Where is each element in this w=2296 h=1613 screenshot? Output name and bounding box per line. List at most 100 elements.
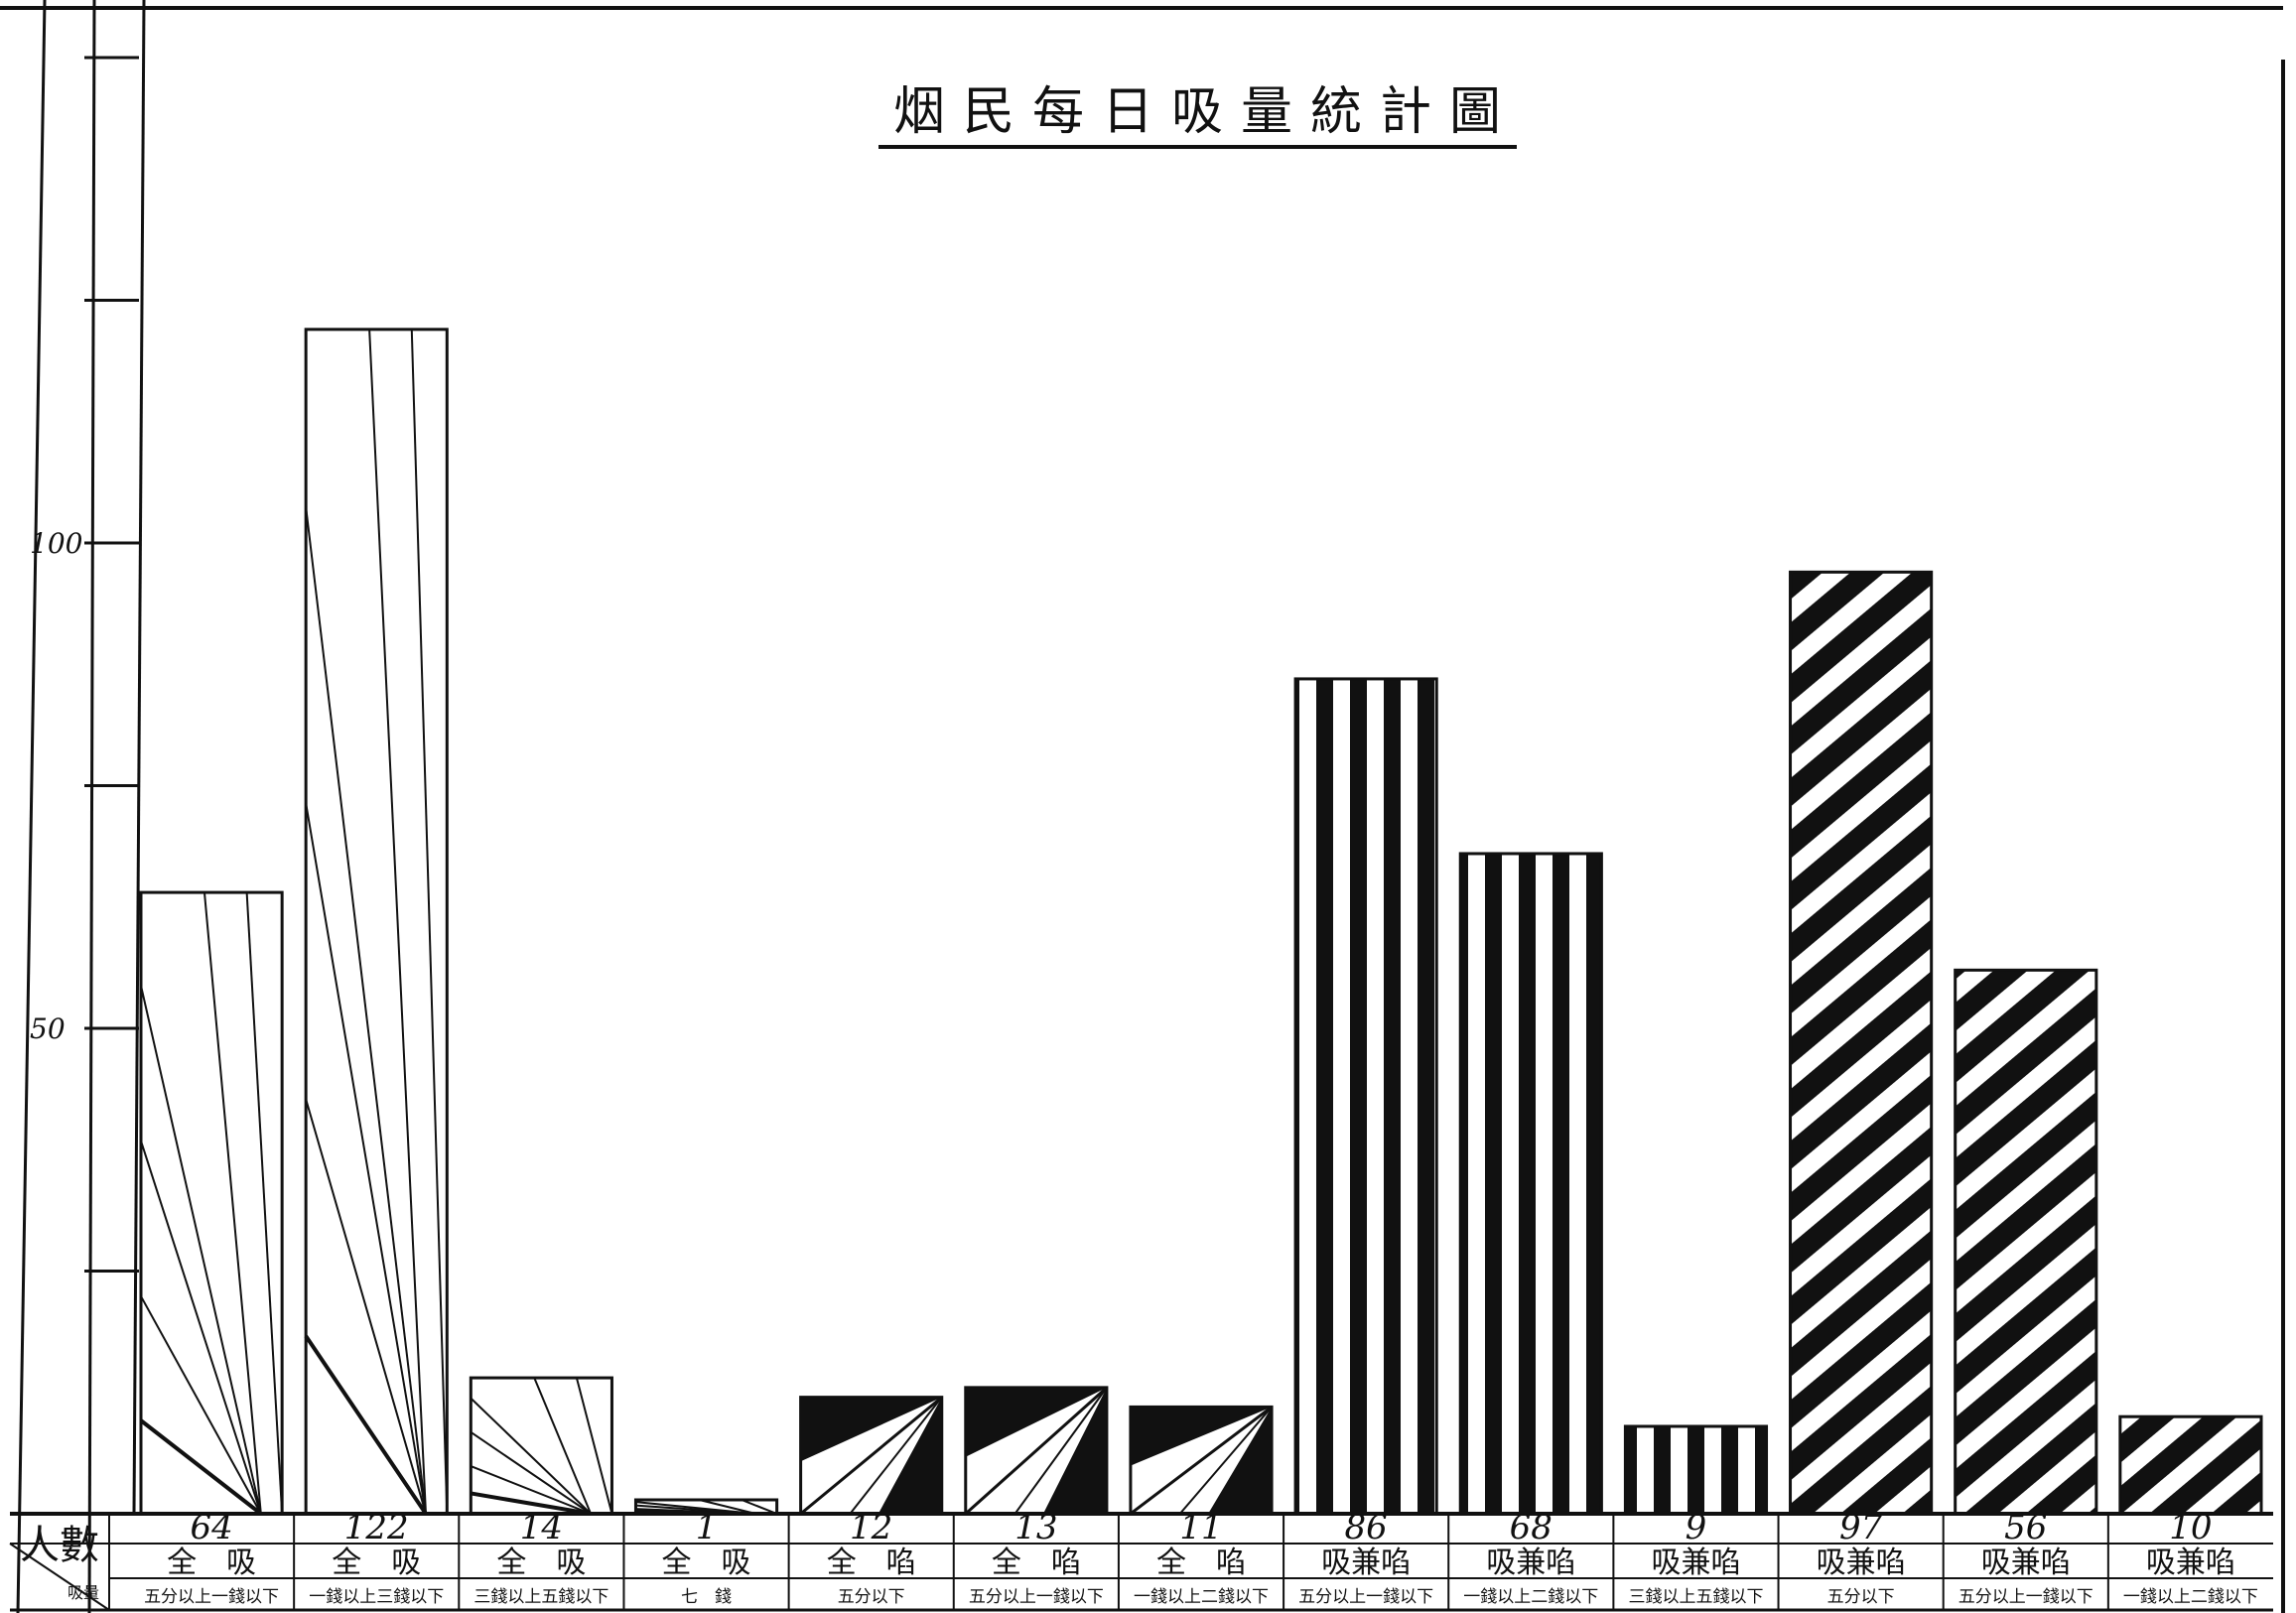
y-tick-label: 100 xyxy=(30,527,82,560)
bar-diagonal xyxy=(799,1396,943,1516)
bar xyxy=(1623,1424,1769,1516)
category-mode-label: 全 吸 xyxy=(332,1546,421,1580)
bar-diagonal xyxy=(964,1386,1108,1516)
bar-12 xyxy=(1954,968,2098,1516)
bar-ray xyxy=(470,1397,592,1515)
category-mode-label: 吸兼啗 xyxy=(2146,1546,2235,1580)
table-header-main: 人數 xyxy=(20,1523,99,1568)
bar-6 xyxy=(964,1386,1109,1516)
bar-8 xyxy=(1293,677,1438,1516)
category-amount-label: 五分以上一錢以下 xyxy=(1298,1587,1433,1607)
category-mode-label: 吸兼啗 xyxy=(1486,1546,1575,1580)
category-amount-label: 五分以下 xyxy=(838,1587,905,1607)
bar-wedge xyxy=(878,1397,942,1514)
bar-ray xyxy=(368,329,427,1515)
bar xyxy=(1458,852,1603,1516)
category-mode-label: 吸兼啗 xyxy=(1981,1546,2071,1580)
category-amount-label: 七 錢 xyxy=(681,1587,732,1607)
bar-ray xyxy=(470,1465,592,1515)
page-frame xyxy=(0,6,2285,1613)
bar-diagonal xyxy=(1130,1406,1273,1516)
bar-value-label: 56 xyxy=(2004,1508,2047,1547)
category-amount-label: 五分以上一錢以下 xyxy=(969,1587,1104,1607)
category-mode-label: 全 吸 xyxy=(496,1546,586,1580)
bar xyxy=(304,328,449,1516)
chart-title: 烟民每日吸量統計圖 xyxy=(893,82,1519,142)
bar-value-label: 13 xyxy=(1014,1508,1057,1547)
bar xyxy=(1954,968,2098,1516)
bar-ray xyxy=(305,802,427,1515)
bar-1 xyxy=(139,890,284,1516)
bar-value-label: 12 xyxy=(850,1508,892,1547)
y-axis-ticks: 50 100 xyxy=(30,56,139,1273)
category-mode-label: 全 吸 xyxy=(167,1546,256,1580)
category-mode-label: 全 啗 xyxy=(827,1546,916,1580)
bar-wedge xyxy=(1042,1387,1107,1514)
bar-ray xyxy=(140,1141,262,1515)
bar-value-label: 14 xyxy=(520,1508,563,1547)
bar-2 xyxy=(304,328,449,1516)
category-amount-label: 五分以上一錢以下 xyxy=(144,1587,279,1607)
category-mode-label: 全 啗 xyxy=(992,1546,1081,1580)
bar xyxy=(1293,677,1438,1516)
category-amount-label: 五分以上一錢以下 xyxy=(1958,1587,2093,1607)
bar-wedge xyxy=(800,1397,942,1462)
bar-value-label: 68 xyxy=(1510,1508,1553,1547)
bar-7 xyxy=(1129,1405,1274,1516)
bar-value-label: 11 xyxy=(1179,1508,1222,1547)
bar-wedge xyxy=(965,1387,1107,1457)
bar-value-label: 97 xyxy=(1839,1508,1883,1547)
y-axis xyxy=(16,0,146,1613)
bar-wedge xyxy=(1208,1407,1273,1514)
bar-ray xyxy=(305,506,427,1515)
bar-diagonal xyxy=(1013,1387,1108,1515)
bar-ray xyxy=(410,329,449,1515)
table-header-sub: 吸量 xyxy=(68,1583,99,1602)
category-amount-label: 一錢以上三錢以下 xyxy=(309,1587,444,1607)
bar-diagonal xyxy=(849,1397,943,1515)
bar-9 xyxy=(1458,852,1603,1516)
bar-ray xyxy=(699,1499,756,1515)
bar-ray xyxy=(305,1099,427,1515)
bar-ray xyxy=(470,1431,592,1515)
bar-wedge xyxy=(1130,1407,1273,1466)
bar-ray xyxy=(470,1491,592,1516)
category-mode-label: 吸兼啗 xyxy=(1651,1546,1740,1580)
bar-value-label: 10 xyxy=(2169,1508,2212,1547)
bar-10 xyxy=(1623,1424,1769,1516)
category-mode-label: 吸兼啗 xyxy=(1817,1546,1906,1580)
bar-value-label: 9 xyxy=(1686,1508,1707,1547)
y-axis-inner-line xyxy=(132,0,146,1515)
bar xyxy=(1789,570,1934,1516)
bar-diagonal xyxy=(1178,1406,1273,1515)
category-amount-label: 一錢以上二錢以下 xyxy=(1463,1587,1598,1607)
bar xyxy=(2118,1414,2263,1516)
bar-ray xyxy=(140,985,262,1515)
y-axis-middle-line xyxy=(87,0,96,1613)
bar-ray xyxy=(304,1334,428,1516)
category-amount-label: 一錢以上二錢以下 xyxy=(1134,1587,1269,1607)
bar-value-label: 1 xyxy=(696,1508,718,1547)
category-mode-label: 全 啗 xyxy=(1156,1546,1246,1580)
bar-ray xyxy=(575,1377,613,1515)
category-amount-label: 五分以下 xyxy=(1827,1587,1895,1607)
bar-ray xyxy=(533,1377,593,1515)
bar-11 xyxy=(1789,570,1934,1516)
bar-ray xyxy=(245,892,284,1515)
category-amount-label: 三錢以上五錢以下 xyxy=(473,1587,608,1607)
bar-ray xyxy=(139,1418,263,1516)
category-mode-label: 吸兼啗 xyxy=(1321,1546,1411,1580)
bar-value-label: 122 xyxy=(344,1508,409,1547)
y-tick-label: 50 xyxy=(30,1012,66,1045)
bar-5 xyxy=(799,1396,944,1516)
bar-value-label: 64 xyxy=(190,1508,232,1547)
bar-value-label: 86 xyxy=(1345,1508,1388,1547)
y-axis-outer-line xyxy=(16,0,47,1613)
bars-group xyxy=(139,328,2263,1516)
bar-ray xyxy=(741,1499,777,1515)
bar xyxy=(139,890,284,1516)
category-amount-label: 三錢以上五錢以下 xyxy=(1628,1587,1763,1607)
category-mode-label: 全 吸 xyxy=(662,1546,751,1580)
